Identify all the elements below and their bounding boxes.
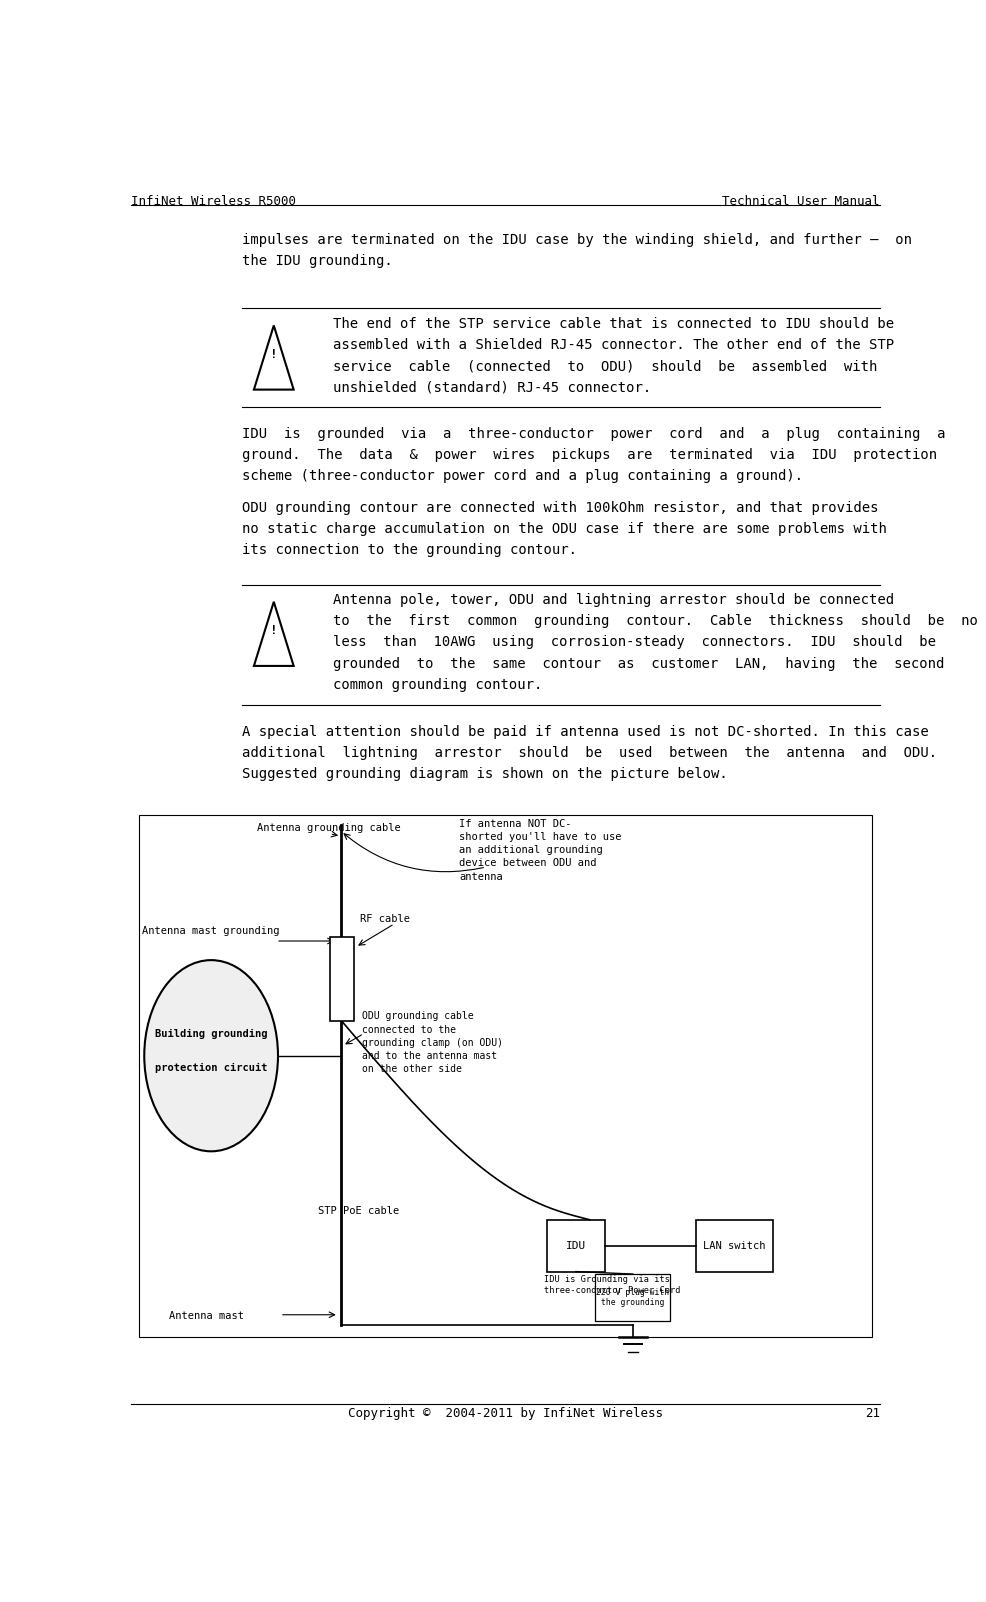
Text: Antenna mast: Antenna mast (170, 1310, 245, 1322)
Text: ODU grounding contour are connected with 100kOhm resistor, and that provides
no : ODU grounding contour are connected with… (242, 500, 886, 557)
Text: D: D (339, 976, 345, 985)
FancyBboxPatch shape (329, 937, 354, 1020)
Text: protection circuit: protection circuit (155, 1064, 267, 1073)
Text: IDU  is  grounded  via  a  three-conductor  power  cord  and  a  plug  containin: IDU is grounded via a three-conductor po… (242, 426, 946, 482)
Text: O: O (339, 948, 345, 958)
Text: IDU is Grounding via its
three-conductor Power Cord: IDU is Grounding via its three-conductor… (543, 1275, 680, 1296)
Text: !: ! (270, 348, 277, 360)
Text: InfiNet Wireless R5000: InfiNet Wireless R5000 (131, 195, 296, 208)
Text: Antenna pole, tower, ODU and lightning arrestor should be connected
to  the  fir: Antenna pole, tower, ODU and lightning a… (333, 593, 978, 692)
Text: RF cable: RF cable (360, 913, 410, 924)
Text: impulses are terminated on the IDU case by the winding shield, and further –  on: impulses are terminated on the IDU case … (242, 232, 912, 268)
Text: IDU: IDU (566, 1240, 586, 1251)
Text: Antenna mast grounding: Antenna mast grounding (142, 926, 280, 936)
Text: LAN switch: LAN switch (703, 1240, 766, 1251)
Text: STP PoE cable: STP PoE cable (318, 1206, 399, 1216)
Text: U: U (339, 1003, 345, 1012)
Text: ODU grounding cable
connected to the
grounding clamp (on ODU)
and to the antenna: ODU grounding cable connected to the gro… (362, 1011, 503, 1073)
Text: !: ! (270, 625, 277, 638)
Text: Copyright ©  2004-2011 by InfiNet Wireless: Copyright © 2004-2011 by InfiNet Wireles… (348, 1407, 663, 1419)
Text: 220 V plug with
the grounding: 220 V plug with the grounding (597, 1288, 669, 1307)
Ellipse shape (144, 960, 278, 1152)
Text: The end of the STP service cable that is connected to IDU should be
assembled wi: The end of the STP service cable that is… (333, 317, 894, 394)
Text: 21: 21 (865, 1407, 880, 1419)
Text: Antenna grounding cable: Antenna grounding cable (257, 822, 400, 833)
Text: Technical User Manual: Technical User Manual (723, 195, 880, 208)
Text: Building grounding: Building grounding (155, 1028, 267, 1038)
Text: If antenna NOT DC-
shorted you'll have to use
an additional grounding
device bet: If antenna NOT DC- shorted you'll have t… (459, 819, 622, 881)
Text: A special attention should be paid if antenna used is not DC-shorted. In this ca: A special attention should be paid if an… (242, 726, 937, 782)
